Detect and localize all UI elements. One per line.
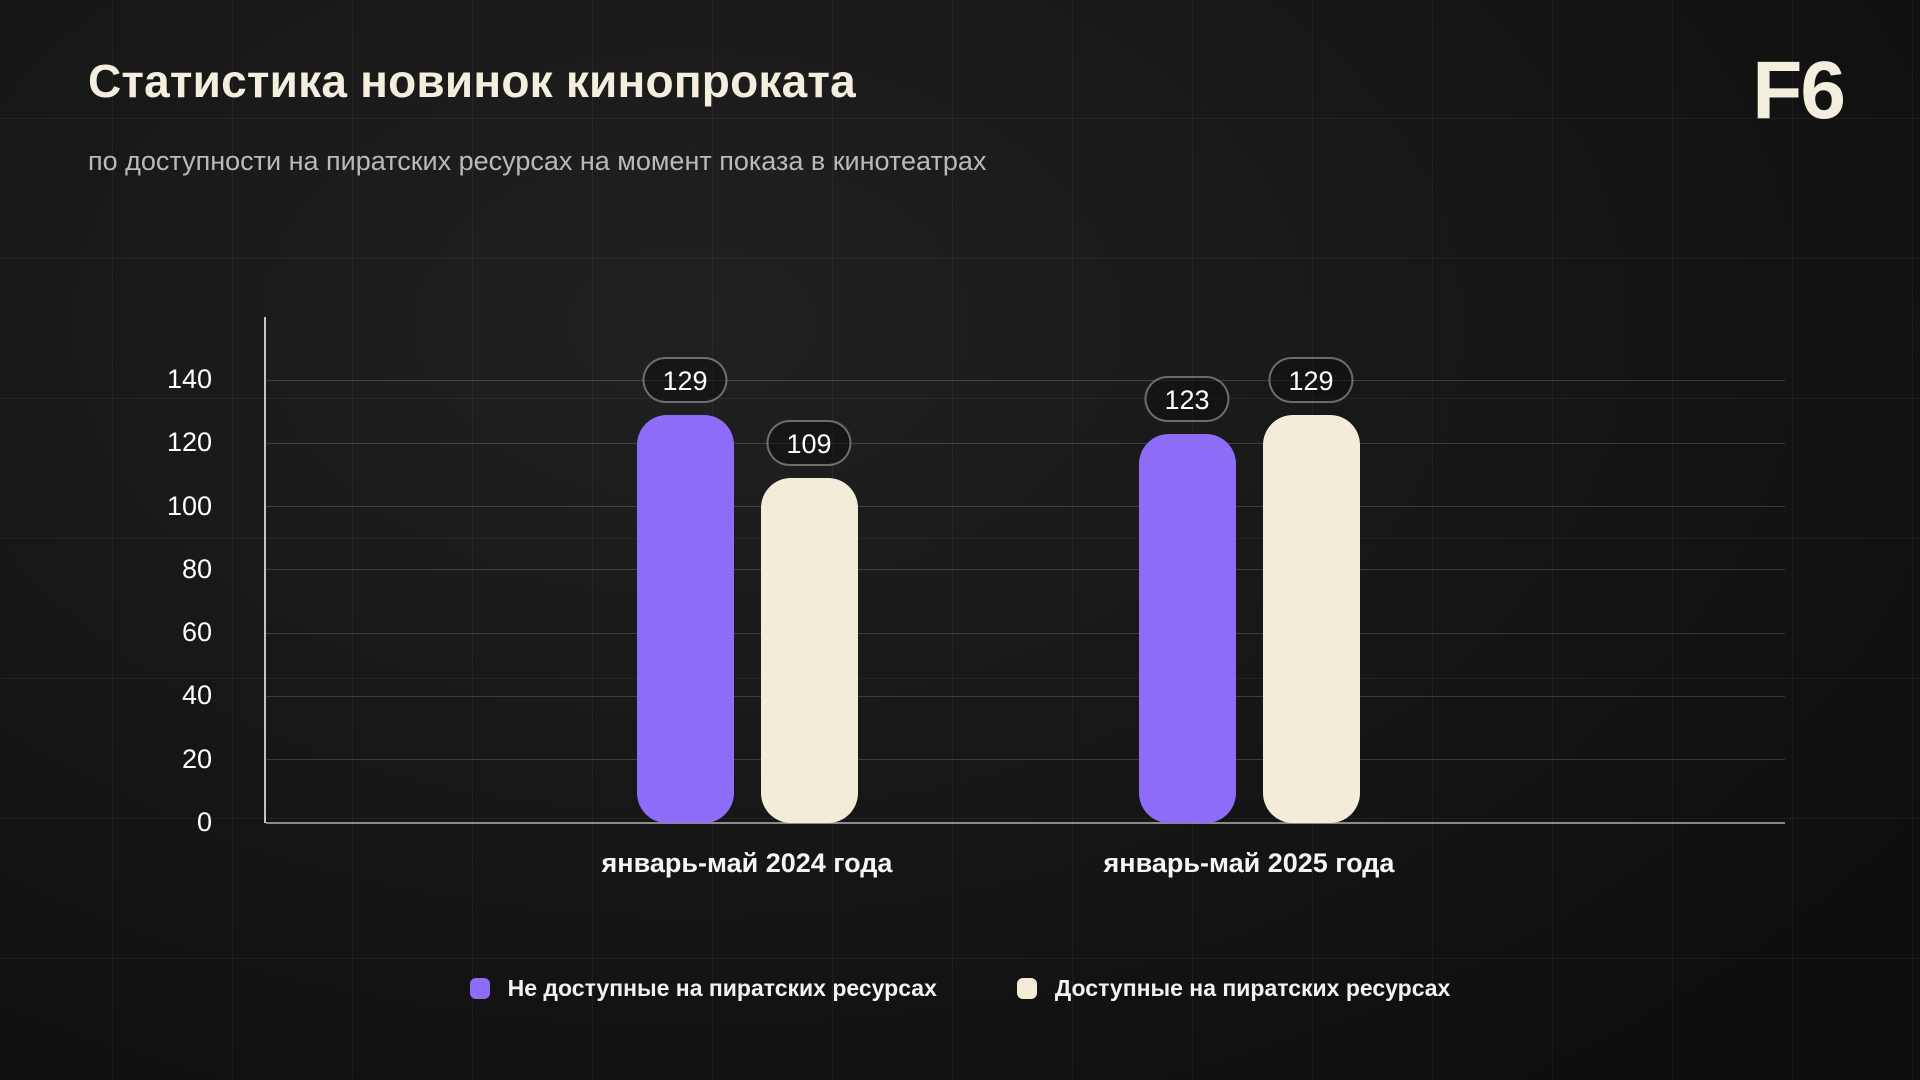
chart-bar-purple-2 bbox=[1138, 433, 1236, 823]
legend-swatch bbox=[469, 977, 490, 999]
legend-label: Доступные на пиратских ресурсах bbox=[1054, 974, 1451, 1001]
legend-label: Не доступные на пиратских ресурсах bbox=[507, 974, 937, 1001]
legend-item: Не доступные на пиратских ресурсах bbox=[469, 974, 937, 1002]
y-axis-line bbox=[264, 317, 266, 823]
chart-gridline bbox=[266, 695, 1785, 697]
page-subtitle: по доступности на пиратских ресурсах на … bbox=[88, 146, 987, 176]
legend-swatch bbox=[1016, 977, 1037, 999]
chart-bar-purple-1 bbox=[636, 414, 734, 823]
chart-gridline bbox=[266, 506, 1785, 508]
chart-gridline bbox=[266, 379, 1785, 381]
y-axis-tick-label: 120 bbox=[166, 427, 212, 458]
bar-value-badge: 129 bbox=[642, 356, 728, 403]
x-axis-category-label: январь-май 2024 года bbox=[601, 848, 893, 878]
x-axis-category-label: январь-май 2025 года bbox=[1103, 848, 1395, 878]
chart-bar-cream-2 bbox=[1262, 414, 1360, 823]
y-axis-tick-label: 100 bbox=[166, 490, 212, 521]
chart-gridline bbox=[266, 569, 1785, 571]
y-axis-tick-label: 0 bbox=[196, 807, 212, 837]
chart-gridline bbox=[266, 759, 1785, 761]
chart-gridline bbox=[266, 442, 1785, 444]
chart-legend: Не доступные на пиратских ресурсах Доступ… bbox=[0, 962, 1920, 1014]
page-title: Статистика новинок кинопроката bbox=[88, 55, 856, 107]
y-axis-tick-label: 80 bbox=[181, 553, 212, 584]
y-axis-tick-label: 60 bbox=[181, 617, 212, 648]
y-axis-tick-label: 40 bbox=[181, 680, 212, 711]
bar-value-badge: 109 bbox=[766, 420, 852, 467]
y-axis-tick-label: 20 bbox=[181, 743, 212, 774]
f6-logo: F6 bbox=[1752, 45, 1846, 136]
bar-value-badge: 123 bbox=[1144, 375, 1230, 422]
y-axis-tick-label: 140 bbox=[166, 364, 212, 394]
bar-value-badge: 129 bbox=[1268, 356, 1354, 403]
chart-bar-cream-1 bbox=[760, 478, 858, 823]
chart-gridline bbox=[266, 822, 1785, 824]
legend-item: Доступные на пиратских ресурсах bbox=[1016, 974, 1451, 1002]
chart-gridline bbox=[266, 632, 1785, 634]
